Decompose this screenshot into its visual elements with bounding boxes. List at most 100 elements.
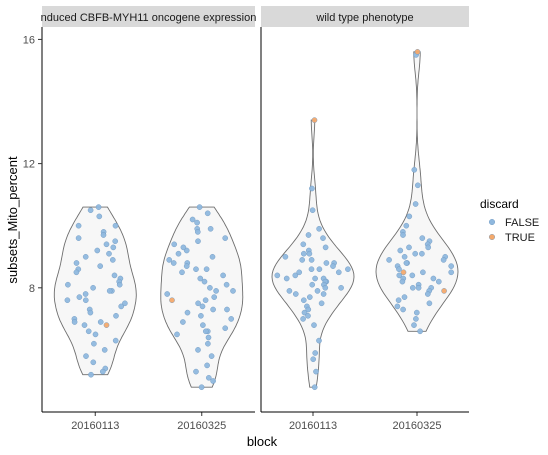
facet-strip-label: wild type phenotype [315,12,413,24]
point-false [312,350,319,356]
point-false [183,263,190,269]
point-false [306,294,313,300]
point-false [274,272,281,279]
point-false [312,275,318,282]
point-false [194,229,201,235]
point-false [209,253,216,260]
point-false [82,291,89,297]
point-false [171,241,177,248]
point-false [330,263,336,269]
point-false [200,322,206,328]
point-false [411,322,417,328]
point-false [406,213,413,220]
point-false [406,244,412,251]
point-false [64,297,71,304]
point-false [220,272,226,279]
facet-strip [261,6,469,27]
point-false [417,328,423,335]
point-false [184,309,191,316]
legend-title: discard [480,197,519,211]
point-true [400,269,407,276]
point-false [208,353,215,359]
point-false [283,275,290,282]
x-axis-title: block [247,434,278,449]
point-false [430,275,437,282]
point-false [311,384,318,391]
point-false [300,316,306,322]
point-false [113,312,119,319]
point-false [97,263,103,269]
legend-label: FALSE [505,217,539,229]
point-false [94,247,101,254]
point-false [396,266,402,273]
legend: discard FALSE TRUE [480,197,539,244]
point-false [318,300,325,307]
point-false [394,303,401,310]
point-false [110,257,116,263]
point-false [87,207,94,213]
point-true [103,322,110,328]
point-false [306,250,313,257]
point-false [424,291,431,297]
y-tick-label: 12 [23,159,35,171]
point-false [211,294,217,300]
point-true [441,288,447,294]
point-false [75,235,82,241]
point-false [100,232,107,238]
point-false [413,309,420,316]
point-false [320,291,327,297]
point-false [101,347,108,353]
point-false [95,204,102,210]
point-false [195,300,201,307]
point-false [305,232,312,238]
point-false [202,297,209,304]
point-false [320,235,326,241]
violin [53,206,137,376]
point-false [180,319,186,325]
point-false [106,250,112,257]
point-false [166,257,172,263]
point-false [73,269,80,276]
point-false [198,312,204,319]
point-false [409,284,416,291]
point-false [103,241,110,248]
point-false [292,291,299,297]
facet-strip [42,6,255,27]
point-false [414,182,421,189]
point-false [386,257,392,263]
point-false [448,263,455,269]
point-false [73,260,80,266]
point-false [195,347,201,353]
point-false [112,222,119,229]
point-false [308,257,315,263]
point-false [164,291,170,297]
y-axis: 8 12 16 [23,27,262,412]
point-false [90,359,97,366]
point-false [197,275,204,282]
point-false [106,288,113,294]
point-false [81,322,88,328]
point-false [189,216,196,223]
point-false [194,219,200,226]
point-false [300,250,307,257]
point-false [395,297,402,304]
point-false [419,250,425,257]
point-false [222,235,228,241]
point-false [111,272,118,279]
point-false [110,244,117,251]
point-false [401,253,408,260]
point-false [205,334,212,341]
point-false [76,294,83,300]
violin [160,206,244,388]
point-false [413,316,419,322]
point-false [199,303,206,310]
point-true [414,49,421,55]
point-false [313,368,319,375]
point-false [399,278,406,285]
point-false [299,257,306,263]
facet-panel-1: nduced CBFB-MYH11 oncogene expression 201… [41,6,256,432]
panels: nduced CBFB-MYH11 oncogene expression 201… [41,6,469,432]
point-false [411,166,418,173]
point-false [71,319,78,325]
point-false [300,297,307,304]
